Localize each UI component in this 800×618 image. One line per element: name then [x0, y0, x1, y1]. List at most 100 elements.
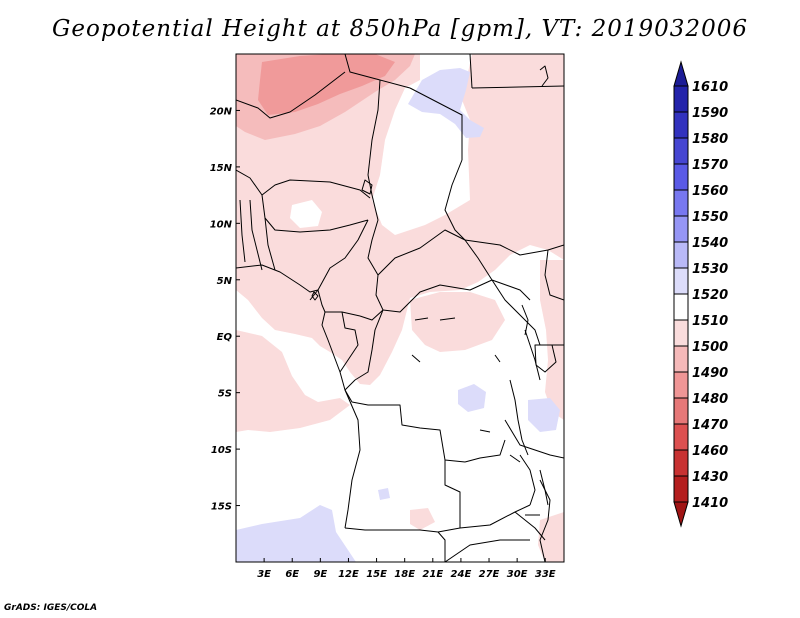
lat-tick-label: 15N [210, 163, 233, 174]
colorbar-segment [673, 345, 689, 373]
longitude-axis: 3E 6E 9E 12E 15E 18E 21E 24E 27E 30E 33E [257, 558, 556, 580]
border-congo-drc [344, 309, 384, 391]
high-height-area-central [458, 384, 486, 412]
colorbar-level-label: 1550 [692, 210, 728, 225]
colorbar-level-label: 1410 [692, 496, 728, 511]
border-zambia-malawi [519, 454, 536, 506]
border-sudan-south-sudan [464, 239, 564, 256]
colorbar-level-label: 1590 [692, 106, 728, 121]
lake-albert [521, 304, 529, 336]
border-algeria-libya [344, 54, 411, 89]
colorbar-segment [673, 293, 689, 321]
lon-tick-label: 24E [451, 569, 472, 580]
high-height-area-southwest [236, 505, 356, 562]
colorbar-segment [673, 111, 689, 139]
colorbar-level-label: 1580 [692, 132, 728, 147]
lat-tick-label: 15S [211, 502, 232, 513]
lake-tanganyika [509, 379, 529, 456]
border-south-africa [444, 539, 530, 562]
rivers-congo [411, 317, 540, 516]
high-height-area-small [378, 488, 390, 500]
high-height-area-north [408, 68, 484, 138]
border-zambia-zimbabwe [459, 504, 531, 529]
low-height-core [258, 54, 395, 115]
colorbar-level-label: 1490 [692, 366, 728, 381]
lon-tick-label: 21E [422, 569, 443, 580]
map-panel: 20N 15N 10N 5N EQ 5S 10S 15S 3E 6E 9E 12E 15E 18E 21E… [210, 53, 565, 580]
border-drc-zambia [464, 439, 506, 463]
border-nigeria-cameroon [309, 219, 369, 301]
border-namibia-botswana [437, 531, 446, 562]
border-angola-namibia [344, 527, 461, 533]
lon-tick-label: 9E [313, 569, 327, 580]
border-ethiopia-south-sudan [544, 249, 564, 301]
colorbar-level-label: 1500 [692, 340, 728, 355]
border-angola-zambia [444, 460, 461, 528]
lon-tick-label: 3E [257, 569, 271, 580]
border-libya-sudan [409, 87, 463, 160]
border-chad-sudan [444, 159, 466, 241]
grads-credit: GrADS: IGES/COLA [4, 603, 98, 613]
lat-tick-label: 5S [218, 389, 232, 400]
low-height-area-congo [410, 292, 505, 352]
lon-tick-label: 12E [338, 569, 359, 580]
latitude-axis: 20N 15N 10N 5N EQ 5S 10S 15S [210, 106, 240, 513]
border-benin-togo [249, 199, 263, 271]
colorbar-level-label: 1560 [692, 184, 728, 199]
map-title: Geopotential Height at 850hPa [gpm], VT:… [52, 16, 748, 42]
lat-tick-label: 10N [210, 219, 233, 230]
colorbar-segment [673, 241, 689, 269]
colorbar-level-label: 1570 [692, 158, 728, 173]
border-niger-mali [236, 169, 371, 199]
border-libya-chad [367, 79, 381, 176]
border-car-drc [382, 279, 493, 313]
low-height-area-south-east [538, 512, 564, 562]
border-chad-car [377, 229, 466, 276]
border-tanzania [504, 419, 564, 459]
border-kenya-uganda [524, 329, 541, 381]
colorbar-level-label: 1480 [692, 392, 728, 407]
low-height-area-south [410, 508, 435, 530]
lon-tick-label: 6E [285, 569, 299, 580]
border-south-sudan-drc [491, 279, 541, 346]
lon-tick-label: 18E [394, 569, 415, 580]
colorbar-segment [673, 267, 689, 295]
colorbar-bottom-arrow [673, 501, 689, 528]
colorbar-level-label: 1530 [692, 262, 728, 277]
colorbar-segment [673, 85, 689, 113]
colorbar-segment [673, 189, 689, 217]
border-egypt-libya [469, 54, 473, 89]
colorbar-segment [673, 137, 689, 165]
lake-malawi [539, 469, 549, 506]
border-zimbabwe-mozambique [514, 511, 546, 541]
lake-victoria [534, 344, 557, 373]
lon-tick-label: 33E [535, 569, 556, 580]
lon-tick-label: 27E [479, 569, 500, 580]
colorbar-level-label: 1470 [692, 418, 728, 433]
lon-tick-label: 15E [366, 569, 387, 580]
colorbar-segment [673, 215, 689, 243]
lake-chad [361, 179, 373, 195]
border-egypt-sudan [471, 85, 564, 89]
border-gabon-congo [339, 311, 359, 373]
bioko-island [311, 291, 319, 301]
border-benin-nigeria [264, 217, 276, 271]
low-height-area-east [540, 260, 564, 420]
coastline-west-africa [236, 264, 346, 391]
high-height-area-lakes [528, 398, 560, 432]
colorbar-top-arrow [673, 60, 689, 87]
colorbar-level-label: 1510 [692, 314, 728, 329]
border-mozambique [539, 479, 551, 562]
colorbar-segment [673, 163, 689, 191]
colorbar-level-label: 1540 [692, 236, 728, 251]
colorbar-segment [673, 397, 689, 425]
border-niger-chad [367, 174, 379, 221]
colorbar-segment [673, 423, 689, 451]
low-height-area-north [236, 54, 564, 385]
map-frame [235, 53, 565, 563]
border-drc-angola [344, 389, 466, 463]
colorbar-segment [673, 319, 689, 347]
lat-tick-label: EQ [217, 332, 233, 343]
colorbar-level-label: 1430 [692, 470, 728, 485]
